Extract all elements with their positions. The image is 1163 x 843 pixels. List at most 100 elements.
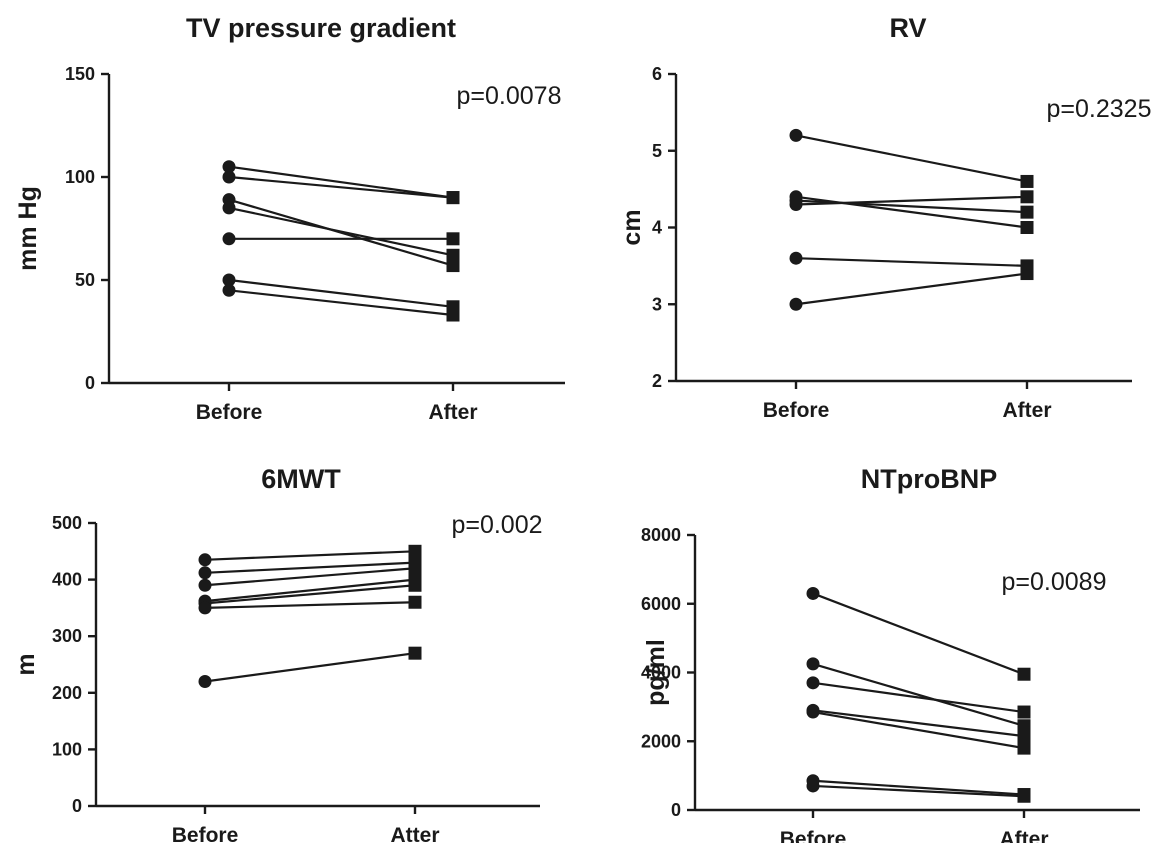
before-point [789,251,803,265]
series-line [228,165,454,199]
after-point [446,259,460,273]
x-tick-label: After [428,401,477,424]
before-point [198,601,212,615]
after-point [446,308,460,322]
after-point [446,232,460,246]
after-point [1017,729,1031,743]
before-point [222,232,236,246]
chart-title: TV pressure gradient [186,13,456,43]
y-tick-label: 150 [65,64,95,84]
series-line [812,662,1025,727]
y-tick-label: 200 [52,683,82,703]
chart-panel: RV cm 2 3 4 5 6 Before After p=0.2325 [618,13,1151,422]
after-point [408,578,422,592]
series-line [812,779,1025,796]
x-tick-label: Before [780,828,847,843]
before-point [198,674,212,688]
after-point [1017,741,1031,755]
after-point [408,595,422,609]
after-point [1017,789,1031,803]
before-point [198,566,212,580]
series-line [812,681,1025,714]
series-line [812,784,1025,798]
series-line [204,601,416,609]
p-value-annotation: p=0.0078 [457,82,562,110]
y-tick-label: 8000 [641,525,681,545]
y-tick-label: 100 [52,739,82,759]
before-point [222,283,236,297]
y-axis-label: m [12,653,40,675]
before-point [222,170,236,184]
after-point [408,646,422,660]
before-point [222,160,236,174]
p-value-annotation: p=0.002 [451,511,542,539]
before-point [222,273,236,287]
series-line [228,278,454,308]
chart-title: 6MWT [261,464,341,494]
y-tick-label: 400 [52,570,82,590]
y-tick-label: 5 [652,141,662,161]
p-value-annotation: p=0.2325 [1047,95,1152,123]
y-tick-label: 3 [652,294,662,314]
series-line [812,710,1025,750]
series-line [204,550,416,561]
chart-panel: NTproBNP pg/ml 0 2000 4000 6000 8000 Before Afte… [641,464,1140,843]
before-point [806,657,820,671]
after-point [1020,205,1034,219]
y-axis-label: cm [618,209,646,245]
before-point [198,578,212,592]
chart-panel: TV pressure gradient mm Hg 0 50 100 150 Before… [14,13,565,424]
series-line [228,175,454,199]
series-line [204,652,416,683]
p-value-annotation: p=0.0089 [1002,568,1107,596]
y-tick-label: 6 [652,64,662,84]
x-tick-label: Atter [390,824,439,843]
series-line [204,567,416,587]
after-point [1017,667,1031,681]
series-line [795,272,1028,306]
y-tick-label: 0 [85,373,95,393]
after-point [446,248,460,262]
before-point [198,553,212,567]
series-line [795,195,1028,206]
after-point [1020,267,1034,281]
before-point [222,201,236,215]
y-tick-label: 2000 [641,731,681,751]
y-tick-label: 300 [52,626,82,646]
y-tick-label: 0 [72,796,82,816]
y-tick-label: 4000 [641,663,681,683]
y-tick-label: 500 [52,513,82,533]
y-axis-label: mm Hg [14,186,42,271]
after-point [408,544,422,558]
series-line [812,709,1025,738]
y-tick-label: 50 [75,270,95,290]
chart-panel: 6MWT m 0 100 200 300 400 500 Before Atter p=0.002 [12,464,543,843]
before-point [806,676,820,690]
series-line [204,584,416,605]
series-line [228,289,454,317]
series-line [204,578,416,603]
after-point [446,191,460,205]
chart-title: NTproBNP [861,464,998,494]
x-tick-label: Before [763,399,830,422]
before-point [806,586,820,600]
series-line [812,592,1025,676]
series-line [228,206,454,257]
after-point [408,561,422,575]
before-point [806,705,820,719]
y-tick-label: 2 [652,371,662,391]
after-point [1020,174,1034,188]
y-tick-label: 6000 [641,594,681,614]
series-line [204,561,416,574]
before-point [789,128,803,142]
y-tick-label: 4 [652,218,662,238]
y-tick-label: 100 [65,167,95,187]
series-line [795,257,1028,267]
x-tick-label: Before [172,824,239,843]
before-point [789,197,803,211]
after-point [1020,190,1034,204]
x-tick-label: After [999,828,1048,843]
after-point [1017,719,1031,733]
y-tick-label: 0 [671,800,681,820]
